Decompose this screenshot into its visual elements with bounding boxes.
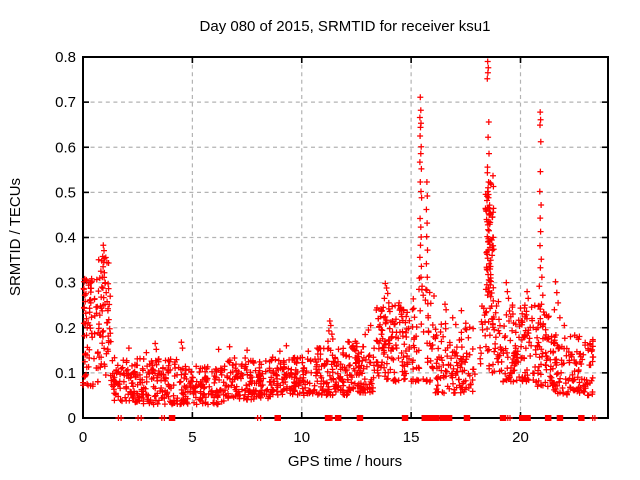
axis-tick-labels: 0 5 10 15 20 0 0.1 0.2 0.3 0.4 0.5 0.6 0.7 0.8	[55, 49, 529, 446]
zero-data-square-marker	[432, 415, 440, 421]
zero-data-square-marker	[324, 415, 332, 421]
zero-data-square-marker	[578, 415, 585, 421]
zero-data-square-marker	[519, 415, 526, 421]
y-tick-label: 0	[68, 410, 76, 427]
axis-ticks	[82, 56, 608, 419]
y-tick-label: 0.7	[55, 94, 76, 111]
y-tick-label: 0.3	[55, 275, 76, 292]
x-tick-label: 10	[293, 429, 310, 446]
x-tick-label: 20	[512, 429, 529, 446]
zero-data-square-marker	[427, 415, 435, 421]
y-tick-label: 0.5	[55, 184, 76, 201]
zero-data-square-marker	[463, 415, 471, 421]
x-tick-label: 5	[188, 429, 196, 446]
zero-data-square-marker	[499, 415, 507, 421]
data-points-layer	[80, 58, 598, 421]
x-tick-label: 0	[79, 429, 87, 446]
zero-data-square-marker	[445, 415, 453, 421]
zero-data-square-marker	[421, 415, 428, 421]
zero-data-square-marker	[556, 415, 564, 421]
chart-title: Day 080 of 2015, SRMTID for receiver ksu…	[200, 18, 491, 35]
zero-data-square-marker	[356, 415, 364, 421]
y-tick-label: 0.2	[55, 320, 76, 337]
y-axis-label: SRMTID / TECUs	[7, 178, 24, 296]
zero-data-square-marker	[334, 415, 342, 421]
scatter-points	[80, 58, 598, 421]
zero-data-square-marker	[439, 415, 447, 421]
x-tick-label: 15	[403, 429, 420, 446]
y-tick-label: 0.1	[55, 365, 76, 382]
zero-data-square-marker	[401, 415, 409, 421]
zero-data-square-marker	[168, 415, 176, 421]
y-tick-label: 0.4	[55, 230, 76, 247]
y-tick-label: 0.8	[55, 49, 76, 66]
zero-data-square-marker	[524, 415, 531, 421]
y-tick-label: 0.6	[55, 139, 76, 156]
zero-data-square-marker	[544, 415, 552, 421]
x-axis-label: GPS time / hours	[288, 453, 402, 470]
zero-data-square-marker	[274, 415, 281, 421]
